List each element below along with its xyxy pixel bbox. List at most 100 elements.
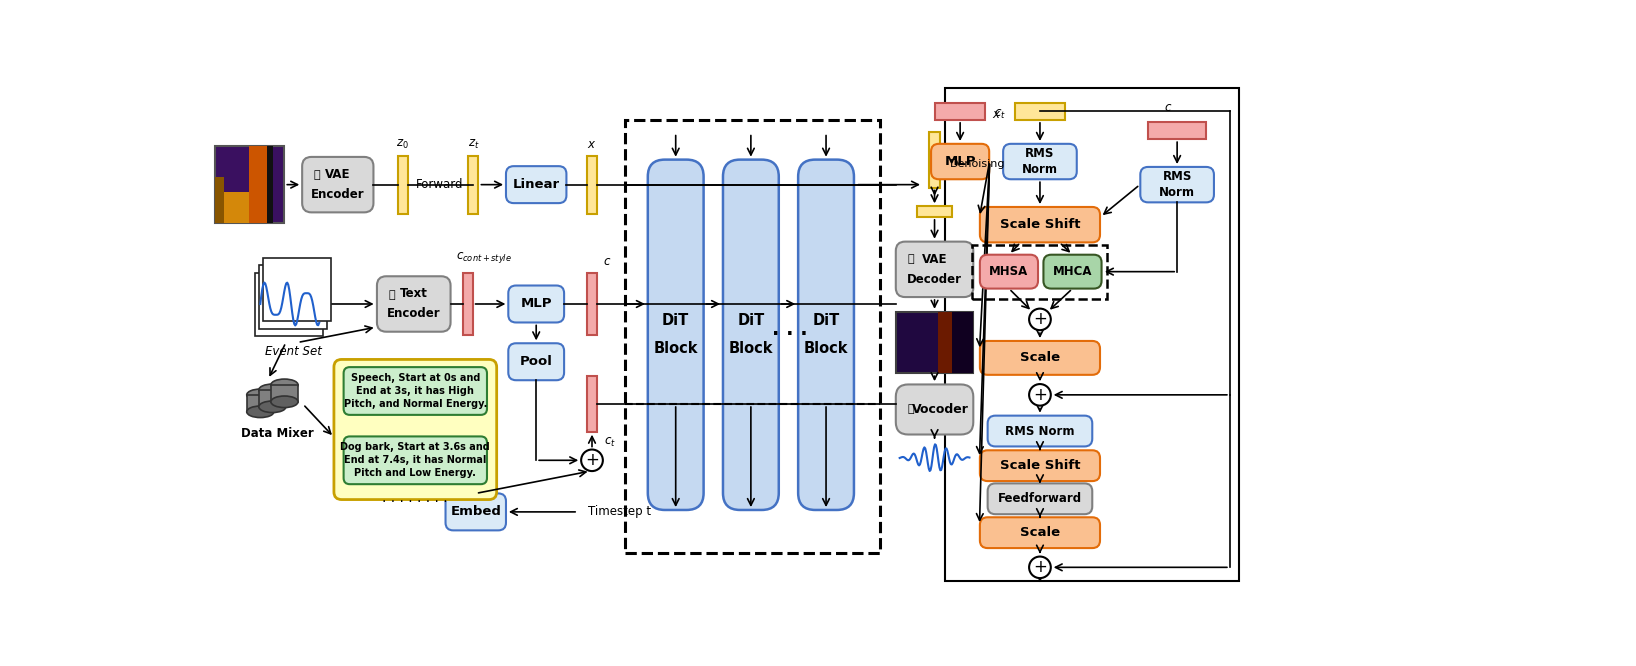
FancyBboxPatch shape: [988, 416, 1093, 446]
FancyBboxPatch shape: [980, 207, 1099, 242]
Text: $z_t$: $z_t$: [468, 138, 479, 151]
Text: MLP: MLP: [944, 155, 977, 168]
FancyBboxPatch shape: [334, 360, 497, 500]
Text: Scale: Scale: [1019, 352, 1060, 364]
Text: · · ·: · · ·: [772, 325, 808, 344]
Text: DiT: DiT: [813, 314, 839, 328]
Text: Dog bark, Start at 3.6s and: Dog bark, Start at 3.6s and: [340, 442, 491, 452]
Bar: [463, 273, 473, 335]
Text: End at 3s, it has High: End at 3s, it has High: [357, 386, 474, 396]
Text: $c_t$: $c_t$: [604, 436, 615, 449]
Text: Linear: Linear: [512, 178, 560, 191]
Bar: [1148, 123, 1206, 139]
Text: MHSA: MHSA: [990, 265, 1029, 278]
Text: DiT: DiT: [738, 314, 764, 328]
Text: 🔒: 🔒: [908, 254, 915, 264]
Text: Scale Shift: Scale Shift: [1000, 218, 1080, 231]
Text: Forward: Forward: [416, 178, 465, 191]
FancyBboxPatch shape: [980, 450, 1099, 481]
Text: VAE: VAE: [921, 253, 947, 266]
Bar: [255, 273, 322, 336]
Circle shape: [581, 450, 602, 471]
FancyBboxPatch shape: [344, 436, 488, 484]
Text: VAE: VAE: [326, 168, 350, 181]
FancyBboxPatch shape: [897, 242, 973, 297]
Bar: [587, 156, 597, 214]
Text: Vocoder: Vocoder: [913, 403, 969, 416]
Text: +: +: [1032, 558, 1047, 576]
Bar: [587, 376, 597, 432]
Text: Timestep t: Timestep t: [587, 505, 651, 518]
Text: Norm: Norm: [1022, 163, 1058, 176]
Circle shape: [1029, 384, 1050, 406]
Text: +: +: [586, 452, 599, 470]
FancyBboxPatch shape: [509, 343, 564, 380]
Text: RMS: RMS: [1026, 147, 1055, 161]
Bar: [258, 390, 286, 407]
Text: Scale: Scale: [1019, 526, 1060, 539]
Text: Encoder: Encoder: [311, 188, 365, 201]
Ellipse shape: [247, 389, 273, 401]
Bar: [249, 146, 267, 223]
FancyBboxPatch shape: [980, 341, 1099, 375]
FancyBboxPatch shape: [506, 166, 566, 203]
Text: Norm: Norm: [1160, 186, 1196, 199]
Text: Text: Text: [399, 288, 427, 300]
Text: +: +: [1032, 386, 1047, 404]
Bar: [934, 103, 985, 120]
Text: Pitch, and Normal Energy.: Pitch, and Normal Energy.: [344, 399, 488, 409]
Text: Block: Block: [728, 341, 774, 356]
Text: $c$: $c$: [604, 255, 612, 268]
Text: Pitch and Low Energy.: Pitch and Low Energy.: [355, 468, 476, 478]
FancyBboxPatch shape: [509, 286, 564, 322]
Text: Event Set: Event Set: [265, 345, 322, 358]
Bar: [944, 89, 1238, 581]
Bar: [929, 133, 941, 188]
Text: Denoising: Denoising: [949, 159, 1005, 169]
FancyBboxPatch shape: [344, 367, 488, 415]
Text: Encoder: Encoder: [388, 308, 440, 320]
FancyBboxPatch shape: [445, 494, 506, 530]
Ellipse shape: [258, 384, 286, 396]
Text: MHCA: MHCA: [1052, 265, 1093, 278]
Text: Feedforward: Feedforward: [998, 492, 1081, 505]
Text: End at 7.4s, it has Normal: End at 7.4s, it has Normal: [344, 456, 486, 466]
Text: +: +: [1032, 310, 1047, 328]
Text: Block: Block: [803, 341, 849, 356]
Text: Scale Shift: Scale Shift: [1000, 459, 1080, 472]
FancyBboxPatch shape: [648, 160, 703, 510]
FancyBboxPatch shape: [897, 384, 973, 434]
Bar: [1014, 103, 1065, 120]
Circle shape: [1029, 308, 1050, 330]
FancyBboxPatch shape: [798, 160, 854, 510]
Bar: [258, 266, 327, 328]
Text: MLP: MLP: [520, 298, 551, 310]
Text: . . . . . . . .: . . . . . . . .: [383, 491, 448, 505]
Bar: [897, 312, 973, 373]
Text: Block: Block: [653, 341, 699, 356]
FancyBboxPatch shape: [723, 160, 779, 510]
Text: Data Mixer: Data Mixer: [240, 427, 314, 440]
Text: Pool: Pool: [520, 355, 553, 368]
Text: 🔒: 🔒: [389, 290, 396, 300]
FancyBboxPatch shape: [1140, 167, 1214, 202]
FancyBboxPatch shape: [1003, 144, 1076, 179]
Bar: [468, 156, 478, 214]
Ellipse shape: [247, 406, 273, 418]
FancyBboxPatch shape: [931, 144, 990, 179]
Text: $x$: $x$: [587, 138, 597, 151]
FancyBboxPatch shape: [376, 276, 450, 332]
Bar: [272, 385, 298, 402]
Text: Decoder: Decoder: [906, 273, 962, 286]
Bar: [625, 120, 880, 553]
Text: $c_{cont+style}$: $c_{cont+style}$: [455, 250, 512, 265]
Bar: [267, 146, 273, 223]
Circle shape: [1029, 557, 1050, 578]
Text: $c$: $c$: [1163, 101, 1171, 114]
Bar: [247, 395, 273, 412]
Bar: [214, 146, 285, 223]
Bar: [587, 273, 597, 335]
FancyBboxPatch shape: [303, 157, 373, 212]
Text: 🔒: 🔒: [314, 170, 321, 180]
Bar: [398, 156, 407, 214]
